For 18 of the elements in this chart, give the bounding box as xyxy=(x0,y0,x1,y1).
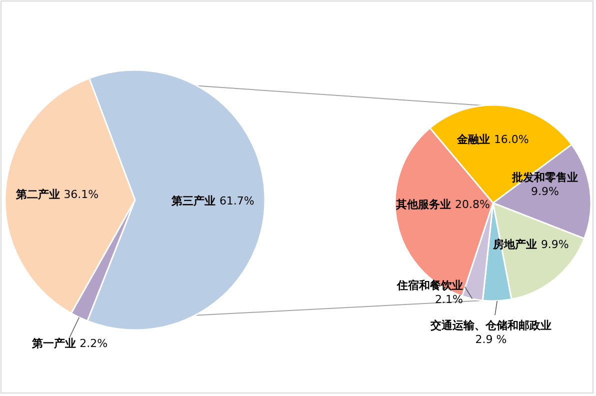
data-label: 36.1% xyxy=(64,188,99,202)
slice-label: 住宿和餐饮业 xyxy=(396,279,463,292)
data-label: 9.9% xyxy=(531,185,559,198)
data-label: 2.9 % xyxy=(475,333,507,346)
slice-label: 第一产业 xyxy=(30,337,80,350)
slice-label: 交通运输、仓储和邮政业 xyxy=(430,319,552,332)
data-label: 2.2% xyxy=(80,337,108,350)
data-label: 2.1% xyxy=(435,293,463,306)
data-label: 61.7% xyxy=(219,194,254,208)
data-label: 9.9% xyxy=(540,238,569,251)
slice-label: 金融业 xyxy=(456,133,494,146)
slice-label: 房地产业 xyxy=(492,238,541,251)
slice-label: 第三产业 xyxy=(170,194,220,208)
slice-label: 第二产业 xyxy=(14,188,64,202)
slice-label: 其他服务业 xyxy=(395,198,455,211)
data-label: 20.8% xyxy=(454,198,490,211)
data-label: 16.0% xyxy=(494,133,529,146)
slice-label: 批发和零售业 xyxy=(511,171,578,184)
